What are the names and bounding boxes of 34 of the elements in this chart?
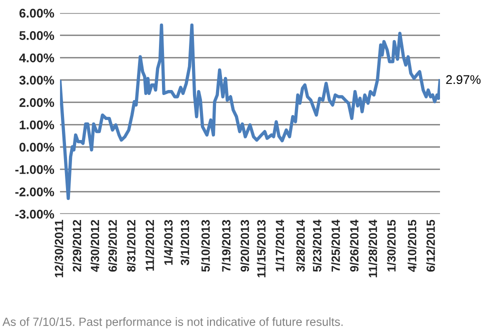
y-tick-label: -1.00% [15, 165, 54, 174]
x-tick-label: 5/10/2013 [201, 220, 210, 272]
y-tick-label: 0.00% [19, 142, 54, 152]
x-tick-label: 11/2/2012 [145, 220, 154, 271]
annotation: 2.97% [446, 75, 481, 84]
x-tick-label: 12/30/2011 [54, 220, 64, 278]
x-tick-label: 9/26/2014 [350, 220, 359, 272]
x-tick-label: 6/29/2012 [108, 220, 117, 272]
x-tick-label: 8/31/2012 [126, 220, 136, 272]
x-tick-label: 1/17/2014 [275, 220, 284, 272]
line-series [60, 23, 440, 200]
y-tick-label: -2.00% [15, 187, 54, 196]
x-tick-label: 2/29/2012 [72, 220, 82, 272]
x-tick-label: 7/19/2013 [222, 220, 231, 272]
y-tick-label: 2.00% [19, 98, 54, 107]
y-tick-label: 1.00% [20, 120, 54, 130]
y-tick-label: 4.00% [19, 53, 54, 62]
x-tick-label: 11/28/2014 [368, 220, 378, 278]
text: As of 7/10/15. Past performance is not indicative of future results. [2, 317, 343, 328]
x-tick-label: 7/25/2014 [331, 220, 340, 272]
y-tick-label: 6.00% [19, 8, 54, 18]
x-tick-label: 11/15/2013 [256, 220, 266, 278]
x-tick-label: 3/1/2013 [180, 220, 190, 266]
x-tick-label: 4/10/2015 [408, 220, 416, 272]
x-tick-label: 1/4/2013 [164, 220, 173, 265]
y-tick-label: 3.00% [19, 76, 54, 85]
x-tick-label: 3/28/2014 [296, 220, 305, 272]
x-tick-label: 6/12/2015 [426, 220, 436, 272]
x-tick-label: 1/30/2015 [386, 220, 396, 272]
y-tick-label: 5.00% [19, 31, 54, 40]
y-tick-label: -3.00% [15, 210, 54, 219]
x-tick-label: 4/30/2012 [90, 220, 100, 272]
x-tick-label: 5/23/2014 [312, 220, 322, 272]
x-tick-label: 9/20/2013 [240, 220, 250, 272]
